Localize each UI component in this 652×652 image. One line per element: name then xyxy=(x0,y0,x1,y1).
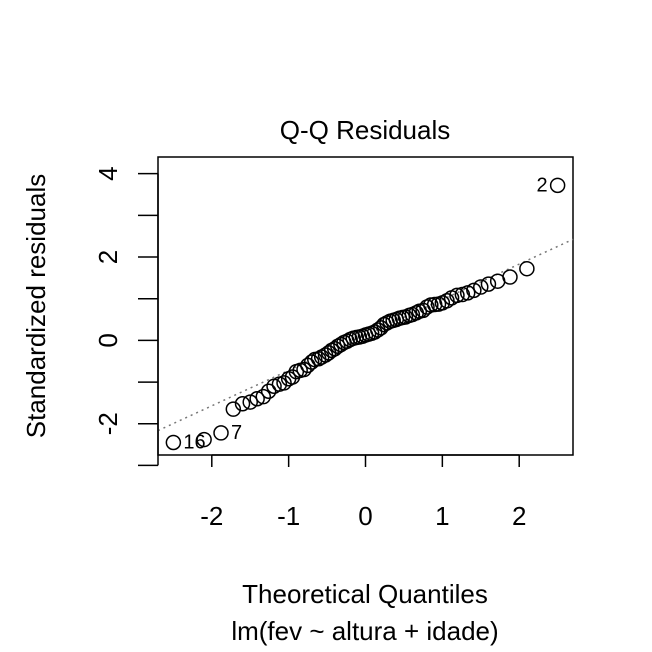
x-tick-label: 0 xyxy=(358,501,372,531)
data-point xyxy=(196,431,212,448)
data-point xyxy=(303,354,320,370)
x-tick-label: 1 xyxy=(435,501,449,531)
point-labels: 16 72 xyxy=(183,174,547,453)
data-point xyxy=(260,383,277,399)
y-axis: -2 0 2 4 xyxy=(93,166,159,467)
y-tick-label: 2 xyxy=(93,250,123,264)
x-tick-label: 2 xyxy=(512,501,526,531)
x-axis-title: Theoretical Quantiles xyxy=(242,579,488,609)
data-point xyxy=(255,388,272,405)
data-point xyxy=(480,276,497,292)
data-point xyxy=(249,390,265,407)
point-label: 16 xyxy=(183,431,205,453)
data-point xyxy=(502,269,518,285)
y-tick-label: 4 xyxy=(93,166,123,180)
data-point xyxy=(165,434,182,451)
y-axis-title: Standardized residuals xyxy=(21,174,51,439)
data-point xyxy=(234,395,251,412)
data-point xyxy=(439,293,455,309)
data-point xyxy=(549,177,566,194)
point-label: 7 xyxy=(231,422,242,444)
data-point xyxy=(449,287,465,304)
data-point xyxy=(242,394,258,410)
x-tick-label: -1 xyxy=(277,501,300,531)
x-axis: -2 -1 0 1 2 xyxy=(200,454,526,531)
data-point xyxy=(213,425,229,441)
data-point xyxy=(519,260,535,277)
plot-frame xyxy=(157,156,574,456)
data-point xyxy=(225,401,242,417)
model-formula-subtitle: lm(fev ~ altura + idade) xyxy=(231,616,498,646)
data-points xyxy=(165,177,566,451)
data-point xyxy=(276,375,292,391)
data-point xyxy=(419,299,435,315)
y-tick-label: -2 xyxy=(93,412,123,435)
data-point xyxy=(473,279,489,295)
data-point xyxy=(466,282,482,299)
y-tick-label: 0 xyxy=(93,333,123,347)
x-tick-label: -2 xyxy=(200,501,223,531)
chart-title: Q-Q Residuals xyxy=(280,115,451,145)
point-label: 2 xyxy=(537,174,548,196)
